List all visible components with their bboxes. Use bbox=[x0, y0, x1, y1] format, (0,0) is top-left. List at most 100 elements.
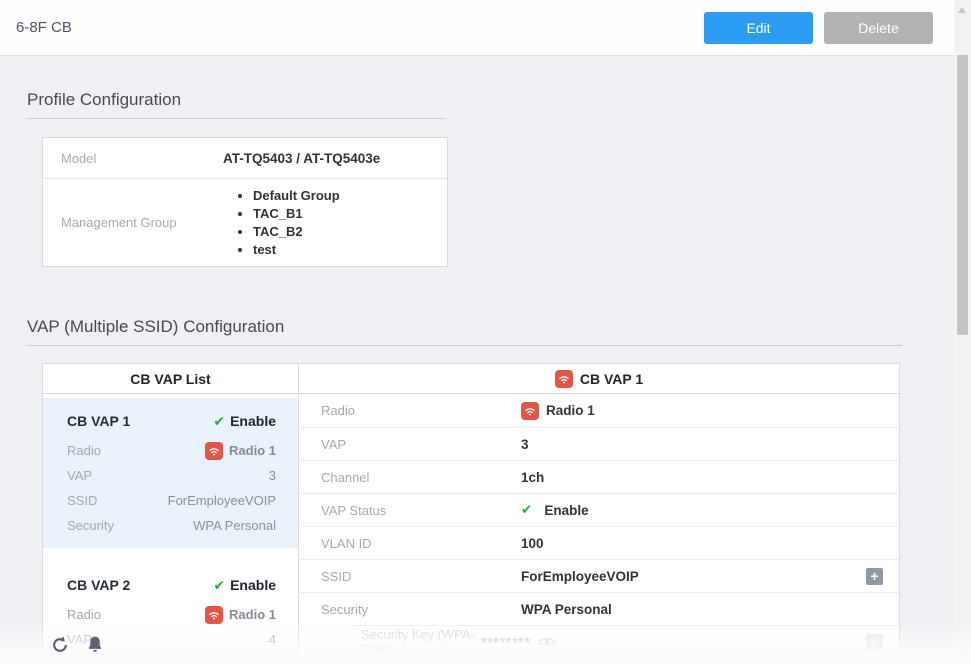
detail-label: VAP bbox=[321, 436, 347, 452]
detail-label: VAP Status bbox=[321, 502, 387, 518]
ssid-label: SSID bbox=[67, 657, 97, 664]
detail-value: ForEmployeeVOIP bbox=[521, 567, 899, 585]
detail-row-vap-status: VAP Status Enable bbox=[299, 493, 899, 526]
security-label: Security bbox=[67, 518, 114, 533]
vap-list-panel: CB VAP List CB VAP 1 Enable Radio Radio … bbox=[43, 364, 299, 664]
detail-row-vlan-id: VLAN ID 100 bbox=[299, 526, 899, 559]
vap-card-status-label: Enable bbox=[230, 576, 276, 593]
vap-detail-panel: CB VAP 1 Radio Radio 1 VAP 3 Channel 1ch bbox=[299, 364, 899, 664]
detail-row-security-key: Security Key (WPA-PSK) ******** bbox=[299, 625, 899, 658]
vertical-scrollbar[interactable] bbox=[954, 0, 971, 664]
vap-card-title-row: CB VAP 1 Enable bbox=[67, 410, 276, 432]
vap-card-status: Enable bbox=[213, 577, 276, 594]
detail-value: WPA Personal bbox=[521, 602, 899, 617]
detail-row-ssid: SSID ForEmployeeVOIP bbox=[299, 559, 899, 592]
radio-label: Radio bbox=[67, 443, 101, 458]
model-row: Model AT-TQ5403 / AT-TQ5403e bbox=[43, 138, 447, 178]
detail-value-text: Enable bbox=[544, 502, 589, 518]
page-title: 6-8F CB bbox=[16, 19, 72, 36]
vap-card-title-row: CB VAP 2 Enable bbox=[67, 574, 276, 596]
radio-value-text: Radio 1 bbox=[229, 607, 276, 622]
detail-row-vap: VAP 3 bbox=[299, 427, 899, 460]
scroll-down-arrow-icon[interactable] bbox=[958, 650, 966, 656]
detail-row-channel: Channel 1ch bbox=[299, 460, 899, 493]
management-group-value: Default Group TAC_B1 TAC_B2 test bbox=[223, 179, 340, 266]
vap-card-name: CB VAP 2 bbox=[67, 577, 131, 593]
refresh-icon[interactable] bbox=[50, 635, 70, 655]
detail-label: VLAN ID bbox=[321, 535, 372, 551]
profile-config-table: Model AT-TQ5403 / AT-TQ5403e Management … bbox=[42, 137, 448, 267]
wifi-icon bbox=[205, 605, 224, 624]
vap-value: 4 bbox=[268, 632, 276, 647]
section-divider bbox=[27, 345, 902, 346]
detail-value-text: 100 bbox=[521, 535, 544, 551]
vap-label: VAP bbox=[67, 468, 93, 483]
detail-value-text: Radio 1 bbox=[546, 403, 595, 418]
password-masked-value: ******** bbox=[481, 634, 532, 650]
radio-value: Radio 1 bbox=[205, 441, 276, 460]
management-group-item: Default Group bbox=[253, 187, 340, 205]
vap-config-table: CB VAP List CB VAP 1 Enable Radio Radio … bbox=[42, 363, 900, 664]
content-area: Profile Configuration Model AT-TQ5403 / … bbox=[0, 57, 954, 664]
vap-card-field-security: Security WPA Personal bbox=[67, 513, 276, 538]
model-value: AT-TQ5403 / AT-TQ5403e bbox=[223, 150, 381, 166]
vap-card-name: CB VAP 1 bbox=[67, 413, 131, 429]
detail-value: 1ch bbox=[521, 470, 899, 485]
detail-value-text: WPA Personal bbox=[521, 601, 612, 617]
model-label: Model bbox=[61, 150, 97, 166]
detail-row-radio: Radio Radio 1 bbox=[299, 394, 899, 427]
management-group-label: Management Group bbox=[61, 215, 177, 230]
delete-button[interactable]: Delete bbox=[824, 12, 933, 44]
ssid-label: SSID bbox=[67, 493, 98, 508]
profile-config-heading: Profile Configuration bbox=[27, 90, 182, 109]
wifi-icon bbox=[205, 441, 224, 460]
check-icon bbox=[213, 577, 230, 593]
management-group-list: Default Group TAC_B1 TAC_B2 test bbox=[223, 187, 340, 259]
topbar: 6-8F CB Edit Delete bbox=[0, 0, 954, 56]
vap-detail-header: CB VAP 1 bbox=[299, 364, 899, 394]
management-group-item: TAC_B2 bbox=[253, 223, 340, 241]
detail-value: 100 bbox=[521, 536, 899, 551]
management-group-row: Management Group Default Group TAC_B1 TA… bbox=[43, 178, 447, 266]
edit-button[interactable]: Edit bbox=[704, 12, 813, 44]
detail-label: Security Key (WPA-PSK) bbox=[361, 627, 475, 657]
vap-card-field-radio: Radio Radio 1 bbox=[67, 438, 276, 463]
ssid-value: Default-2 bbox=[223, 657, 276, 664]
scrollbar-thumb[interactable] bbox=[957, 55, 968, 335]
detail-label: Security bbox=[321, 601, 368, 617]
security-key-expand-plus-icon[interactable] bbox=[866, 633, 883, 651]
vap-value: 3 bbox=[268, 468, 276, 483]
radio-label: Radio bbox=[67, 607, 101, 622]
management-group-item: test bbox=[253, 241, 340, 259]
section-divider bbox=[27, 118, 445, 119]
ssid-value: ForEmployeeVOIP bbox=[167, 493, 276, 508]
management-group-item: TAC_B1 bbox=[253, 205, 340, 223]
detail-value: Enable bbox=[521, 502, 899, 518]
detail-label: SSID bbox=[321, 568, 352, 584]
vap-config-heading: VAP (Multiple SSID) Configuration bbox=[27, 317, 285, 336]
eye-icon[interactable] bbox=[538, 636, 556, 648]
detail-value: Radio 1 bbox=[521, 401, 899, 420]
radio-value-text: Radio 1 bbox=[229, 443, 276, 458]
detail-label: Radio bbox=[321, 403, 355, 418]
detail-row-security: Security WPA Personal bbox=[299, 592, 899, 625]
scroll-up-arrow-icon[interactable] bbox=[958, 7, 966, 13]
ssid-expand-plus-icon[interactable] bbox=[866, 567, 883, 585]
vap-card-field-radio: Radio Radio 1 bbox=[67, 602, 276, 627]
vap-detail-title: CB VAP 1 bbox=[579, 370, 644, 387]
detail-value: 3 bbox=[521, 437, 899, 452]
vap-card-status-label: Enable bbox=[230, 412, 276, 429]
vap-list-item-1[interactable]: CB VAP 1 Enable Radio Radio 1 VAP 3 bbox=[43, 398, 298, 548]
vap-card-status: Enable bbox=[213, 413, 276, 430]
floating-action-icons bbox=[50, 634, 105, 655]
notification-bell-icon[interactable] bbox=[85, 634, 105, 655]
check-icon bbox=[521, 502, 537, 518]
detail-value-text: 3 bbox=[521, 436, 529, 452]
detail-label: Channel bbox=[321, 469, 370, 485]
vap-card-field-ssid: SSID ForEmployeeVOIP bbox=[67, 488, 276, 513]
vap-list-header: CB VAP List bbox=[43, 364, 298, 394]
check-icon bbox=[213, 413, 230, 429]
security-value: WPA Personal bbox=[193, 518, 276, 533]
radio-value: Radio 1 bbox=[205, 605, 276, 624]
